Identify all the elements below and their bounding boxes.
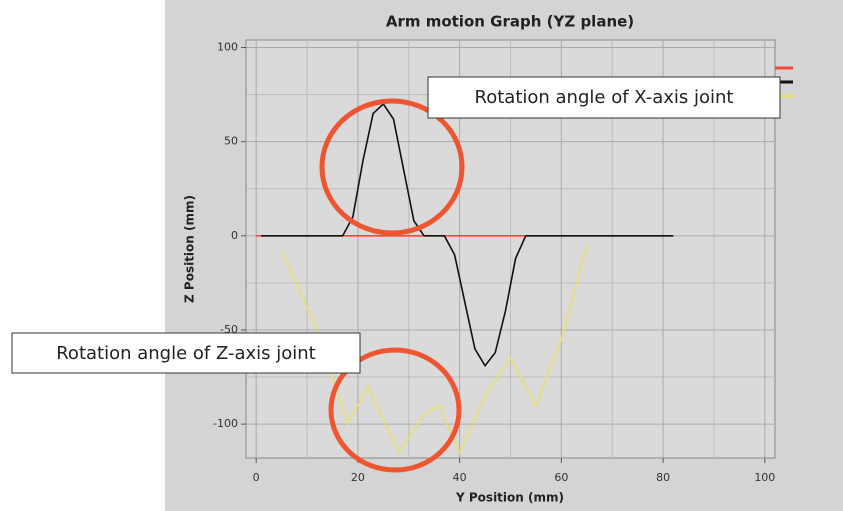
annotation-box — [427, 76, 781, 119]
y-tick-label: 50 — [224, 135, 238, 148]
x-tick-label: 100 — [754, 471, 775, 484]
annotation-box — [11, 332, 361, 374]
x-tick-label: 40 — [453, 471, 467, 484]
series-line — [280, 245, 588, 455]
x-tick-label: 60 — [554, 471, 568, 484]
annotation: Rotation angle of X-axis joint — [475, 87, 734, 108]
series-line — [261, 102, 674, 368]
highlight-circle — [328, 347, 462, 473]
x-tick-label: 80 — [656, 471, 670, 484]
x-axis-label: Y Position (mm) — [455, 491, 564, 505]
highlight-circle — [319, 98, 465, 236]
marks — [256, 102, 674, 455]
x-tick-label: 0 — [253, 471, 260, 484]
y-axis-label: Z Position (mm) — [183, 195, 197, 303]
annotation: Rotation angle of Z-axis joint — [56, 343, 316, 364]
y-tick-label: -100 — [213, 417, 238, 430]
y-tick-label: 100 — [217, 41, 238, 54]
chart-title: Arm motion Graph (YZ plane) — [386, 13, 634, 31]
y-tick-label: 0 — [231, 229, 238, 242]
x-tick-label: 20 — [351, 471, 365, 484]
